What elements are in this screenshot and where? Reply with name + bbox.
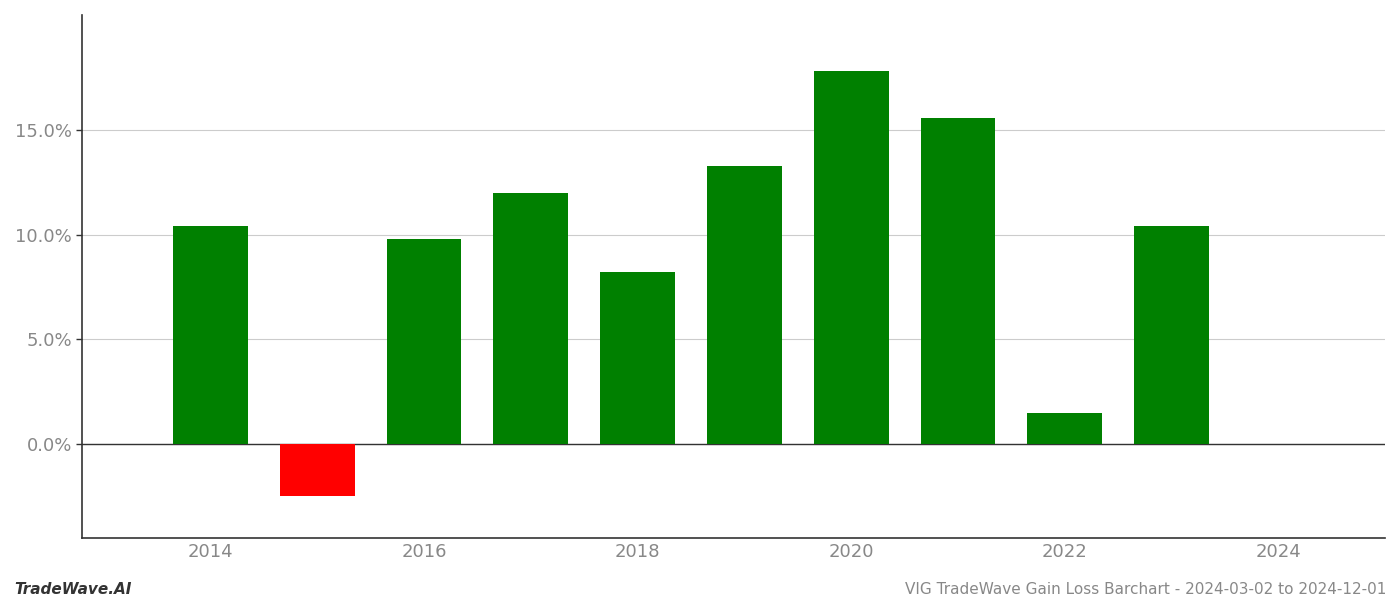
Bar	[1028, 413, 1102, 444]
Bar	[174, 226, 248, 444]
Bar	[1134, 226, 1208, 444]
Bar	[386, 239, 462, 444]
Bar	[813, 71, 889, 444]
Bar	[493, 193, 568, 444]
Bar	[601, 272, 675, 444]
Text: TradeWave.AI: TradeWave.AI	[14, 582, 132, 597]
Bar	[707, 166, 781, 444]
Bar	[280, 444, 354, 496]
Bar	[921, 118, 995, 444]
Text: VIG TradeWave Gain Loss Barchart - 2024-03-02 to 2024-12-01: VIG TradeWave Gain Loss Barchart - 2024-…	[904, 582, 1386, 597]
